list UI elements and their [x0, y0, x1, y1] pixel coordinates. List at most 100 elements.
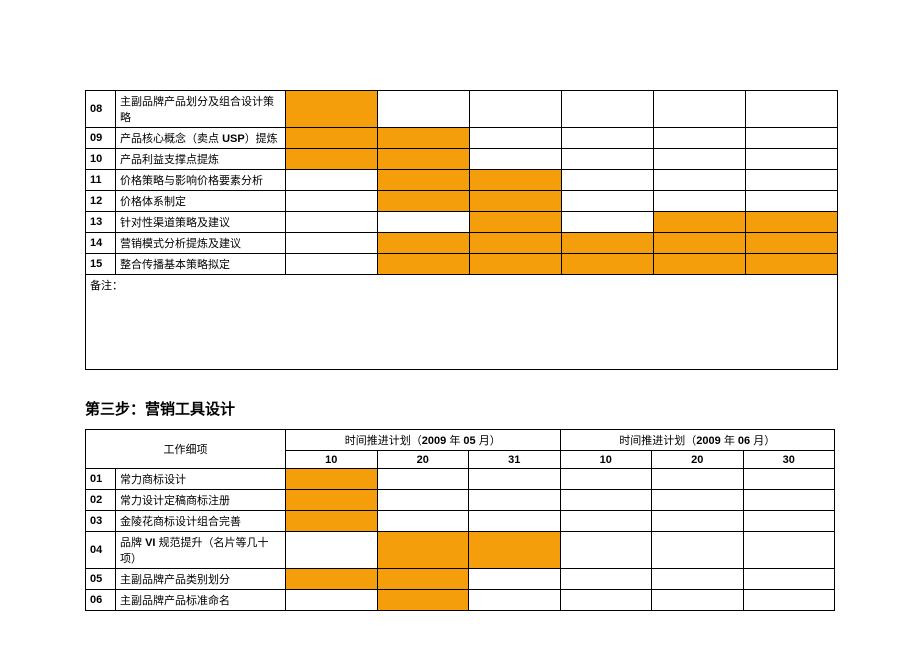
notes-label: 备注： — [90, 280, 123, 292]
row-task: 主副品牌产品划分及组合设计策略 — [116, 91, 286, 128]
table-row: 02常力设计定稿商标注册 — [86, 490, 835, 511]
gantt-cell — [746, 128, 838, 149]
row-task: 营销模式分析提炼及建议 — [116, 233, 286, 254]
row-task: 价格体系制定 — [116, 191, 286, 212]
gantt-cell — [562, 254, 654, 275]
gantt-cell — [743, 532, 835, 569]
gantt-cell — [286, 590, 378, 611]
gantt-cell — [562, 191, 654, 212]
gantt-cell — [286, 128, 378, 149]
gantt-cell — [746, 254, 838, 275]
gantt-cell — [286, 170, 378, 191]
gantt-cell — [560, 490, 652, 511]
gantt-cell — [654, 254, 746, 275]
section-title-2: 第三步：营销工具设计 — [85, 398, 835, 419]
gantt-cell — [560, 590, 652, 611]
row-number: 05 — [86, 569, 116, 590]
gantt-cell — [652, 532, 744, 569]
gantt-cell — [743, 469, 835, 490]
gantt-cell — [746, 233, 838, 254]
row-number: 15 — [86, 254, 116, 275]
gantt-cell — [470, 191, 562, 212]
gantt-cell — [560, 469, 652, 490]
gantt-cell — [470, 170, 562, 191]
gantt-cell — [286, 233, 378, 254]
gantt-cell — [654, 170, 746, 191]
gantt-cell — [562, 91, 654, 128]
gantt-table-1: 08主副品牌产品划分及组合设计策略09产品核心概念（卖点 USP）提炼10产品利… — [85, 90, 838, 370]
row-task: 主副品牌产品类别划分 — [116, 569, 286, 590]
row-task: 整合传播基本策略拟定 — [116, 254, 286, 275]
gantt-cell — [470, 254, 562, 275]
gantt-cell — [286, 490, 378, 511]
table-row: 04品牌 VI 规范提升（名片等几十项） — [86, 532, 835, 569]
row-number: 09 — [86, 128, 116, 149]
row-task: 针对性渠道策略及建议 — [116, 212, 286, 233]
gantt-cell — [469, 490, 561, 511]
sub-header-cell: 31 — [469, 451, 561, 469]
gantt-cell — [652, 469, 744, 490]
gantt-cell — [743, 569, 835, 590]
row-number: 04 — [86, 532, 116, 569]
gantt-cell — [470, 212, 562, 233]
gantt-cell — [378, 149, 470, 170]
gantt-cell — [654, 212, 746, 233]
gantt-cell — [378, 233, 470, 254]
gantt-cell — [562, 128, 654, 149]
table-row: 08主副品牌产品划分及组合设计策略 — [86, 91, 838, 128]
gantt-cell — [469, 532, 561, 569]
gantt-cell — [652, 490, 744, 511]
gantt-cell — [746, 212, 838, 233]
row-task: 价格策略与影响价格要素分析 — [116, 170, 286, 191]
period1-header: 时间推进计划（2009 年 05 月） — [286, 430, 561, 451]
table-row: 09产品核心概念（卖点 USP）提炼 — [86, 128, 838, 149]
gantt-cell — [378, 170, 470, 191]
table-row: 14营销模式分析提炼及建议 — [86, 233, 838, 254]
notes-cell: 备注： — [86, 275, 838, 370]
table-row: 10产品利益支撑点提炼 — [86, 149, 838, 170]
gantt-cell — [470, 233, 562, 254]
gantt-cell — [377, 569, 469, 590]
row-number: 02 — [86, 490, 116, 511]
gantt-cell — [652, 590, 744, 611]
row-task: 主副品牌产品标准命名 — [116, 590, 286, 611]
gantt-cell — [378, 191, 470, 212]
row-number: 13 — [86, 212, 116, 233]
sub-header-cell: 30 — [743, 451, 835, 469]
gantt-cell — [378, 91, 470, 128]
gantt-cell — [286, 212, 378, 233]
gantt-cell — [654, 149, 746, 170]
gantt-cell — [377, 469, 469, 490]
sub-header-cell: 10 — [560, 451, 652, 469]
gantt-cell — [286, 191, 378, 212]
table-row: 01常力商标设计 — [86, 469, 835, 490]
gantt-cell — [654, 233, 746, 254]
table-row: 05主副品牌产品类别划分 — [86, 569, 835, 590]
gantt-cell — [560, 511, 652, 532]
period2-header: 时间推进计划（2009 年 06 月） — [560, 430, 835, 451]
gantt-cell — [562, 212, 654, 233]
gantt-cell — [286, 569, 378, 590]
row-number: 03 — [86, 511, 116, 532]
gantt-cell — [377, 511, 469, 532]
row-number: 10 — [86, 149, 116, 170]
table-row: 12价格体系制定 — [86, 191, 838, 212]
row-number: 14 — [86, 233, 116, 254]
row-number: 11 — [86, 170, 116, 191]
row-number: 01 — [86, 469, 116, 490]
gantt-cell — [654, 191, 746, 212]
gantt-cell — [743, 511, 835, 532]
gantt-cell — [286, 254, 378, 275]
gantt-cell — [378, 128, 470, 149]
gantt-cell — [562, 149, 654, 170]
gantt-cell — [746, 149, 838, 170]
table-row: 11价格策略与影响价格要素分析 — [86, 170, 838, 191]
table-row: 03金陵花商标设计组合完善 — [86, 511, 835, 532]
sub-header-cell: 10 — [286, 451, 378, 469]
row-number: 08 — [86, 91, 116, 128]
gantt-cell — [378, 212, 470, 233]
gantt-cell — [560, 532, 652, 569]
gantt-cell — [470, 91, 562, 128]
gantt-cell — [470, 128, 562, 149]
gantt-table-2: 工作细项 时间推进计划（2009 年 05 月） 时间推进计划（2009 年 0… — [85, 429, 835, 611]
